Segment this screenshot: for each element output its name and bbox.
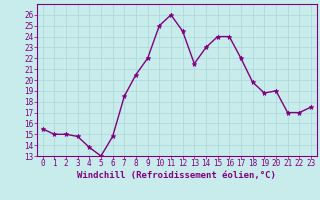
X-axis label: Windchill (Refroidissement éolien,°C): Windchill (Refroidissement éolien,°C): [77, 171, 276, 180]
